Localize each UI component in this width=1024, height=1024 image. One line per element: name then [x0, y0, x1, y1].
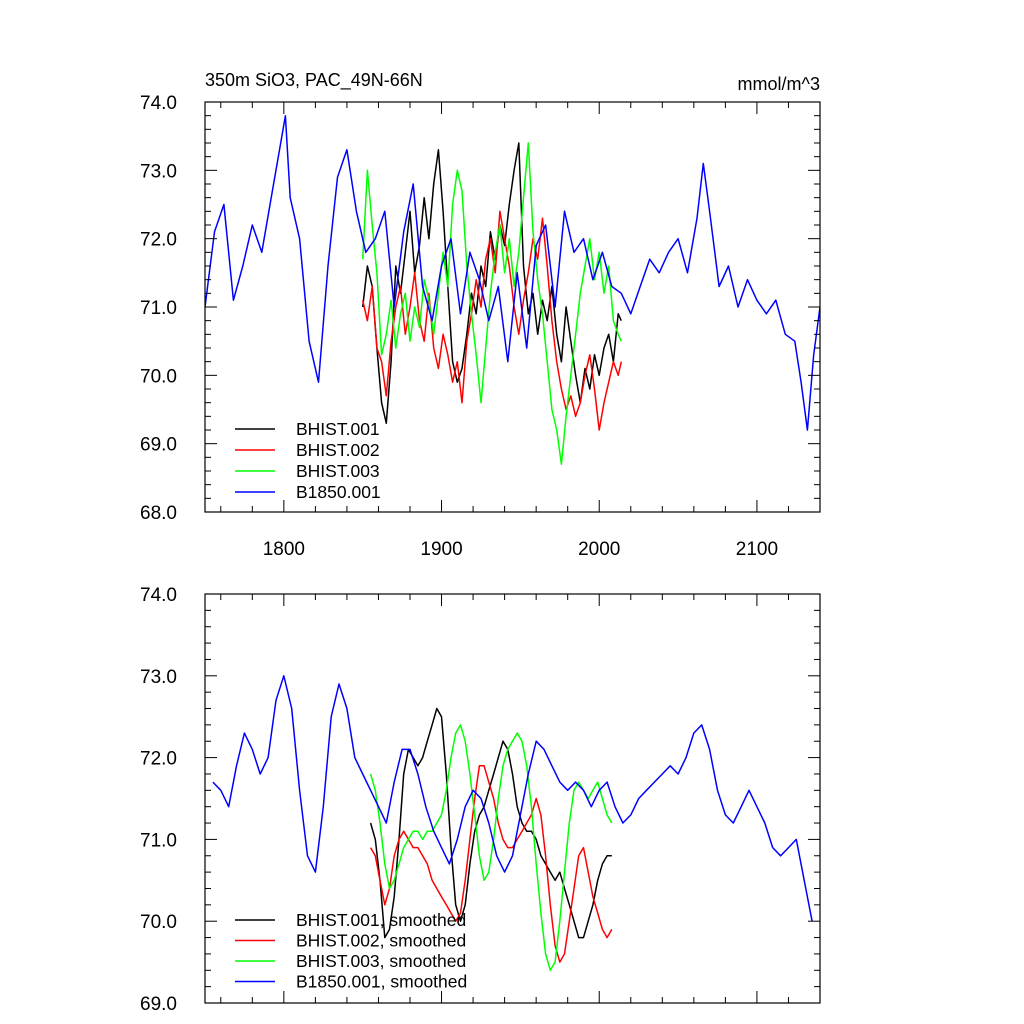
y-tick-label: 72.0 — [140, 230, 177, 251]
legend-label: B1850.001, smoothed — [296, 972, 467, 992]
series-line-b1850-001-smoothed — [212, 675, 813, 922]
y-tick-label: 73.0 — [140, 667, 177, 688]
y-tick-label: 71.0 — [140, 830, 177, 851]
legend-label: BHIST.002, smoothed — [296, 931, 466, 951]
y-tick-label: 70.0 — [140, 912, 177, 933]
bottom-panel: 69.0 70.0 71.0 72.0 73.0 74.0 BHIST.001, smoot… — [140, 585, 821, 1015]
top-panel: 68.0 69.0 70.0 71.0 72.0 73.0 74.0 1800 1900 2000… — [140, 70, 821, 560]
y-tick-label: 70.0 — [140, 366, 177, 387]
legend-label: BHIST.003 — [296, 461, 380, 481]
x-tick-label: 2100 — [736, 539, 778, 560]
y-tick-label: 68.0 — [140, 503, 177, 524]
legend-label: BHIST.003, smoothed — [296, 951, 466, 971]
units-label: mmol/m^3 — [738, 74, 820, 94]
series-line-bhist-002-smoothed — [369, 765, 613, 963]
y-tick-label: 71.0 — [140, 298, 177, 319]
y-tick-label: 72.0 — [140, 749, 177, 770]
legend-label: BHIST.001, smoothed — [296, 910, 466, 930]
y-tick-label: 74.0 — [140, 585, 177, 606]
y-tick-label: 74.0 — [140, 93, 177, 114]
series-line-bhist-003 — [361, 142, 622, 465]
x-tick-label: 2000 — [578, 539, 620, 560]
y-tick-label: 69.0 — [140, 435, 177, 456]
y-tick-label: 69.0 — [140, 994, 177, 1015]
legend-label: B1850.001 — [296, 482, 381, 502]
chart-title: 350m SiO3, PAC_49N-66N — [205, 70, 423, 91]
x-tick-label: 1800 — [263, 539, 305, 560]
x-tick-label: 1900 — [420, 539, 462, 560]
plot-frame — [204, 593, 821, 1004]
series-line-bhist-002 — [361, 210, 623, 431]
series-line-bhist-001 — [361, 142, 622, 424]
legend-label: BHIST.001 — [296, 419, 380, 439]
y-tick-label: 73.0 — [140, 161, 177, 182]
legend-label: BHIST.002 — [296, 440, 380, 460]
series-line-b1850-001 — [205, 114, 820, 431]
series-line-bhist-003-smoothed — [369, 724, 613, 972]
series-line-bhist-001-smoothed — [369, 707, 612, 939]
